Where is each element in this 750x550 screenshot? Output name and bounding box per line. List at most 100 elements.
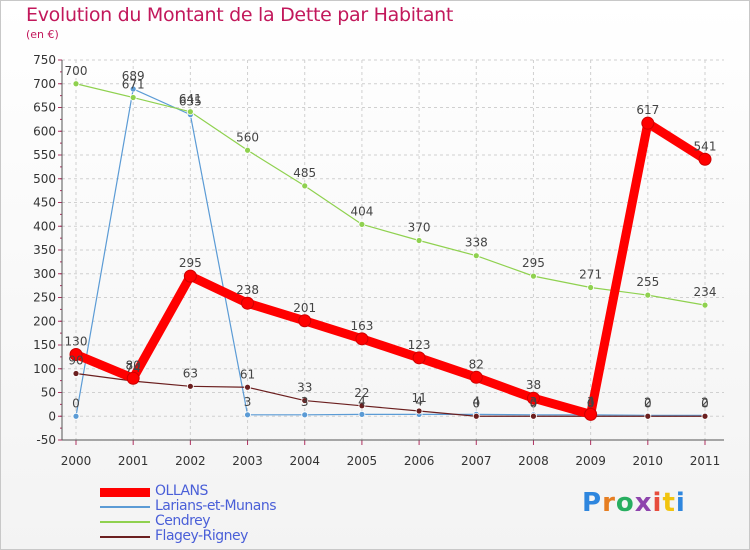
data-point [701, 301, 709, 309]
data-point [355, 332, 369, 346]
y-tick-label: -50 [36, 433, 56, 447]
data-label: 2 [701, 395, 709, 409]
data-label: 3 [530, 395, 538, 409]
y-tick-label: 550 [33, 148, 56, 162]
legend-swatch [100, 521, 150, 523]
data-label: 295 [522, 256, 545, 270]
y-tick-label: 700 [33, 77, 56, 91]
legend-label: Cendrey [155, 513, 211, 529]
data-label: 689 [122, 69, 145, 83]
legend-label: Larians-et-Munans [155, 498, 277, 514]
y-tick-label: 450 [33, 196, 56, 210]
y-tick-label: 300 [33, 267, 56, 281]
data-label: 560 [236, 130, 259, 144]
logo-letter: P [582, 488, 603, 518]
data-point [530, 412, 537, 420]
data-point [358, 220, 366, 228]
data-point [358, 402, 366, 410]
data-point [126, 371, 140, 385]
data-label: 90 [68, 354, 83, 368]
data-label: 4 [472, 394, 480, 408]
series-line-ollans [71, 118, 710, 419]
data-label: 3 [301, 395, 309, 409]
x-tick-label: 2002 [175, 454, 206, 468]
y-tick-label: 650 [33, 101, 56, 115]
data-label: 61 [240, 367, 255, 381]
data-label: 0 [701, 396, 709, 410]
legend-label: OLLANS [155, 483, 208, 499]
data-label: 123 [408, 338, 431, 352]
proxiti-logo: Proxiti [582, 488, 686, 518]
data-label: 541 [694, 139, 717, 153]
x-tick-label: 2004 [289, 454, 320, 468]
data-point [641, 116, 655, 130]
data-point [241, 296, 255, 310]
x-tick-label: 2010 [633, 454, 664, 468]
data-label: 0 [644, 396, 652, 410]
x-tick-label: 2008 [518, 454, 549, 468]
data-label: 0 [472, 396, 480, 410]
data-label: 641 [179, 92, 202, 106]
x-tick-label: 2011 [690, 454, 721, 468]
logo-letter: o [615, 488, 635, 518]
data-point [183, 269, 197, 283]
y-tick-label: 150 [33, 338, 56, 352]
data-point [301, 397, 309, 404]
data-label: 63 [183, 366, 198, 380]
x-tick-label: 2006 [404, 454, 435, 468]
y-tick-label: 400 [33, 219, 56, 233]
data-point [129, 94, 137, 101]
x-tick-label: 2009 [575, 454, 606, 468]
chart-unit-label: (en €) [26, 28, 59, 41]
x-tick-label: 2007 [461, 454, 492, 468]
data-point [412, 351, 426, 365]
legend-item: Flagey-Rigney [100, 528, 360, 544]
data-label: 635 [179, 95, 202, 109]
legend-item: Cendrey [100, 513, 360, 529]
y-tick-label: 350 [33, 243, 56, 257]
y-tick-label: 200 [33, 314, 56, 328]
y-tick-label: 750 [33, 53, 56, 67]
data-label: 3 [244, 395, 252, 409]
data-point [526, 391, 540, 405]
data-point [472, 412, 480, 420]
data-label: 80 [126, 358, 141, 372]
data-label: 0 [530, 396, 538, 410]
legend-item: Larians-et-Munans [100, 498, 360, 514]
data-label: 295 [179, 256, 202, 270]
logo-letter: t [662, 488, 676, 518]
legend-swatch [100, 536, 150, 538]
data-point [298, 314, 312, 328]
data-label: 4 [415, 394, 423, 408]
data-label: 671 [122, 78, 145, 92]
data-point [244, 383, 251, 391]
chart-title: Evolution du Montant de la Dette par Hab… [26, 4, 454, 26]
legend-swatch [100, 506, 150, 508]
legend-label: Flagey-Rigney [155, 528, 248, 544]
data-label: 338 [465, 236, 488, 250]
data-point [469, 370, 483, 384]
data-point [415, 407, 423, 415]
data-point [72, 80, 80, 88]
data-label: 2 [644, 395, 652, 409]
legend-item: OLLANS [100, 483, 360, 499]
y-tick-label: 0 [48, 409, 56, 423]
logo-letter: i [675, 488, 686, 518]
data-label: 255 [636, 275, 659, 289]
data-point [72, 370, 80, 377]
chart-legend: OLLANS Larians-et-Munans Cendrey Flagey-Rig… [100, 483, 360, 544]
x-tick-label: 2001 [118, 454, 149, 468]
data-label: 11 [411, 391, 426, 405]
data-label: 0 [72, 396, 80, 410]
data-label: 33 [297, 381, 312, 395]
data-point [186, 108, 194, 116]
series-line-larians-et-munans [75, 88, 706, 417]
data-point [69, 348, 83, 361]
data-label: 82 [469, 357, 484, 371]
data-label: 370 [408, 221, 431, 235]
data-label: 201 [293, 301, 316, 315]
data-point [644, 412, 652, 420]
data-label: 271 [579, 268, 602, 282]
data-label: 3 [587, 395, 595, 409]
